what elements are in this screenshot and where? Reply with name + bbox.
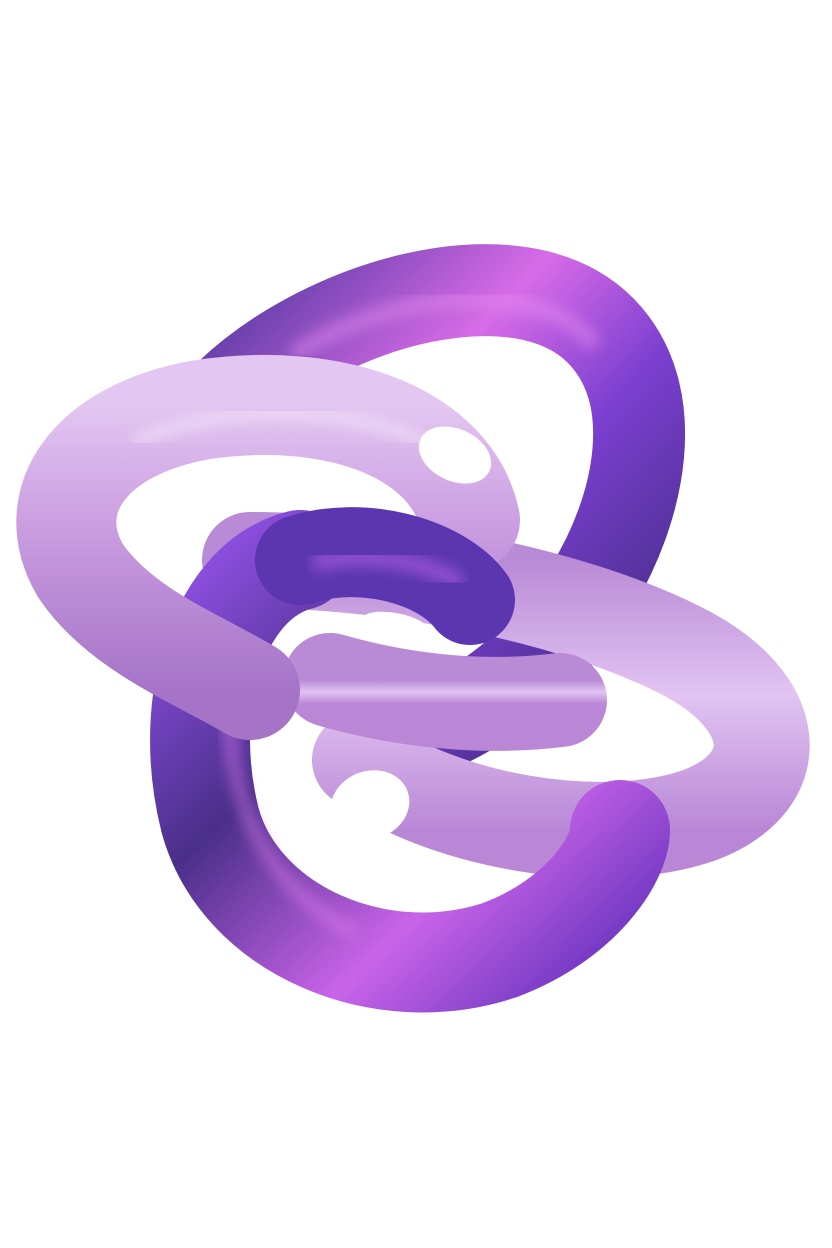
knot-hole-upper xyxy=(418,426,492,484)
knot-hole-lower xyxy=(330,770,410,840)
knot-hole-center xyxy=(361,611,429,639)
lilac-band-front-crossing xyxy=(283,633,607,751)
